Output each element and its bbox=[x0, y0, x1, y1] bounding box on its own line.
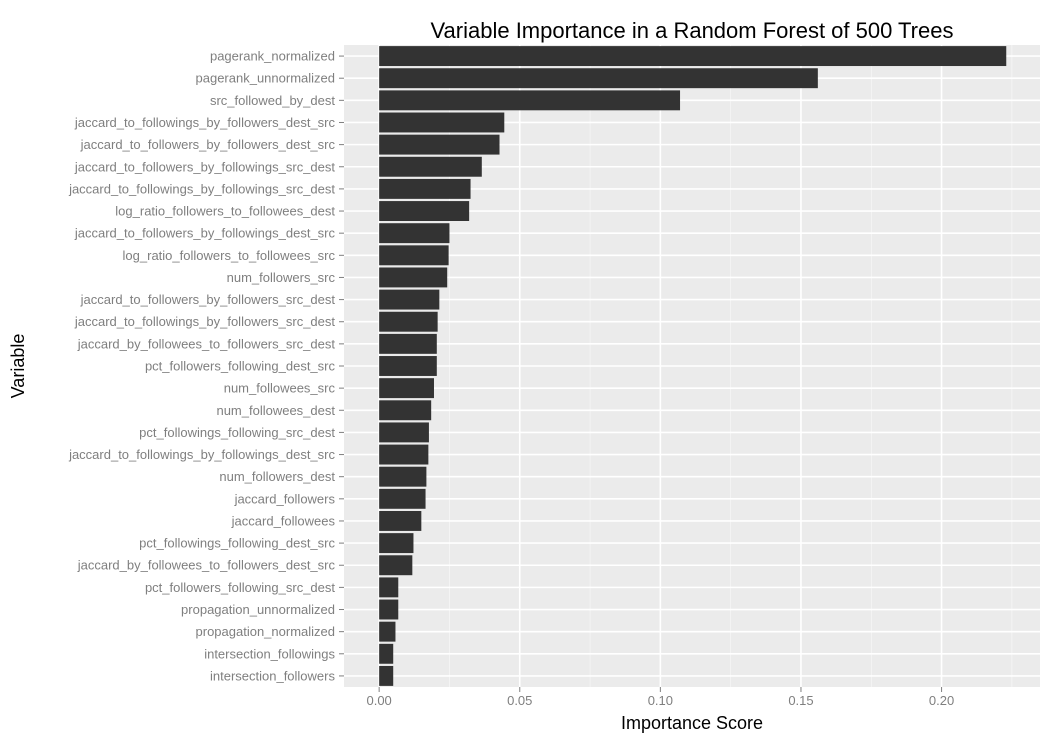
bar bbox=[379, 400, 432, 421]
x-tick-labels: 0.00 0.05 0.10 0.15 0.20 bbox=[366, 687, 954, 708]
y-tick-label: pct_followers_following_src_dest bbox=[145, 580, 335, 595]
bar bbox=[379, 201, 470, 221]
y-tick-label: pagerank_normalized bbox=[210, 49, 335, 64]
bar bbox=[379, 223, 450, 244]
y-tick-label: pct_followers_following_dest_src bbox=[145, 359, 336, 374]
y-tick-label: jaccard_to_followers_by_followings_dest_… bbox=[74, 226, 336, 241]
x-tick-label: 0.00 bbox=[366, 693, 391, 708]
y-tick-label: intersection_followers bbox=[210, 668, 336, 683]
bar bbox=[379, 356, 437, 376]
bar bbox=[379, 555, 413, 576]
bar bbox=[379, 178, 471, 199]
y-tick-label: src_followed_by_dest bbox=[210, 93, 335, 108]
bar bbox=[379, 643, 394, 664]
x-axis-title: Importance Score bbox=[621, 713, 763, 733]
bar bbox=[379, 267, 448, 288]
bar bbox=[379, 533, 414, 554]
bar bbox=[379, 422, 429, 443]
bar bbox=[379, 378, 434, 399]
y-tick-label: jaccard_followees bbox=[231, 513, 336, 528]
bar bbox=[379, 333, 437, 354]
y-tick-label: jaccard_to_followings_by_followings_dest… bbox=[68, 447, 335, 462]
bar bbox=[379, 134, 500, 155]
bar bbox=[379, 68, 818, 89]
y-tick-label: jaccard_to_followers_by_followers_dest_s… bbox=[80, 137, 336, 152]
bar bbox=[379, 245, 449, 266]
y-tick-label: jaccard_to_followings_by_followers_dest_… bbox=[74, 115, 336, 130]
y-axis-title: Variable bbox=[8, 334, 28, 399]
x-tick-label: 0.20 bbox=[929, 693, 954, 708]
y-tick-label: num_followees_src bbox=[224, 381, 336, 396]
bar bbox=[379, 577, 399, 598]
y-tick-label: pct_followings_following_dest_src bbox=[139, 536, 335, 551]
bar bbox=[379, 511, 422, 531]
x-tick-label: 0.10 bbox=[648, 693, 673, 708]
y-tick-label: jaccard_by_followees_to_followers_src_de… bbox=[77, 336, 336, 351]
bar bbox=[379, 599, 399, 620]
y-tick-label: jaccard_followers bbox=[234, 491, 336, 506]
y-tick-label: propagation_normalized bbox=[196, 624, 335, 639]
y-tick-label: jaccard_to_followers_by_followings_src_d… bbox=[74, 159, 336, 174]
y-tick-label: jaccard_to_followers_by_followers_src_de… bbox=[80, 292, 336, 307]
x-tick-label: 0.15 bbox=[788, 693, 813, 708]
y-tick-label: num_followers_src bbox=[227, 270, 336, 285]
bar bbox=[379, 466, 427, 487]
y-tick-labels: pagerank_normalized pagerank_unnormalized… bbox=[68, 49, 344, 683]
bar bbox=[379, 112, 505, 133]
y-tick-label: jaccard_to_followings_by_followers_src_d… bbox=[74, 314, 336, 329]
y-tick-label: num_followees_dest bbox=[216, 403, 335, 418]
bar bbox=[379, 311, 438, 332]
bar bbox=[379, 156, 482, 177]
x-tick-label: 0.05 bbox=[507, 693, 532, 708]
bar bbox=[379, 621, 396, 642]
bars bbox=[379, 46, 1007, 686]
bar bbox=[379, 444, 429, 465]
y-tick-label: intersection_followings bbox=[204, 646, 335, 661]
bar bbox=[379, 46, 1007, 67]
y-tick-label: pagerank_unnormalized bbox=[196, 71, 335, 86]
bar bbox=[379, 90, 681, 111]
bar bbox=[379, 488, 426, 509]
y-tick-label: log_ratio_followers_to_followees_dest bbox=[115, 204, 335, 219]
y-tick-label: jaccard_to_followings_by_followings_src_… bbox=[68, 181, 335, 196]
chart-title: Variable Importance in a Random Forest o… bbox=[431, 18, 954, 43]
y-tick-label: jaccard_by_followees_to_followers_dest_s… bbox=[77, 558, 336, 573]
y-tick-label: num_followers_dest bbox=[219, 469, 335, 484]
y-tick-label: pct_followings_following_src_dest bbox=[139, 425, 335, 440]
bar bbox=[379, 665, 394, 686]
y-tick-label: log_ratio_followers_to_followees_src bbox=[123, 248, 336, 263]
y-tick-label: propagation_unnormalized bbox=[181, 602, 335, 617]
bar bbox=[379, 289, 440, 310]
